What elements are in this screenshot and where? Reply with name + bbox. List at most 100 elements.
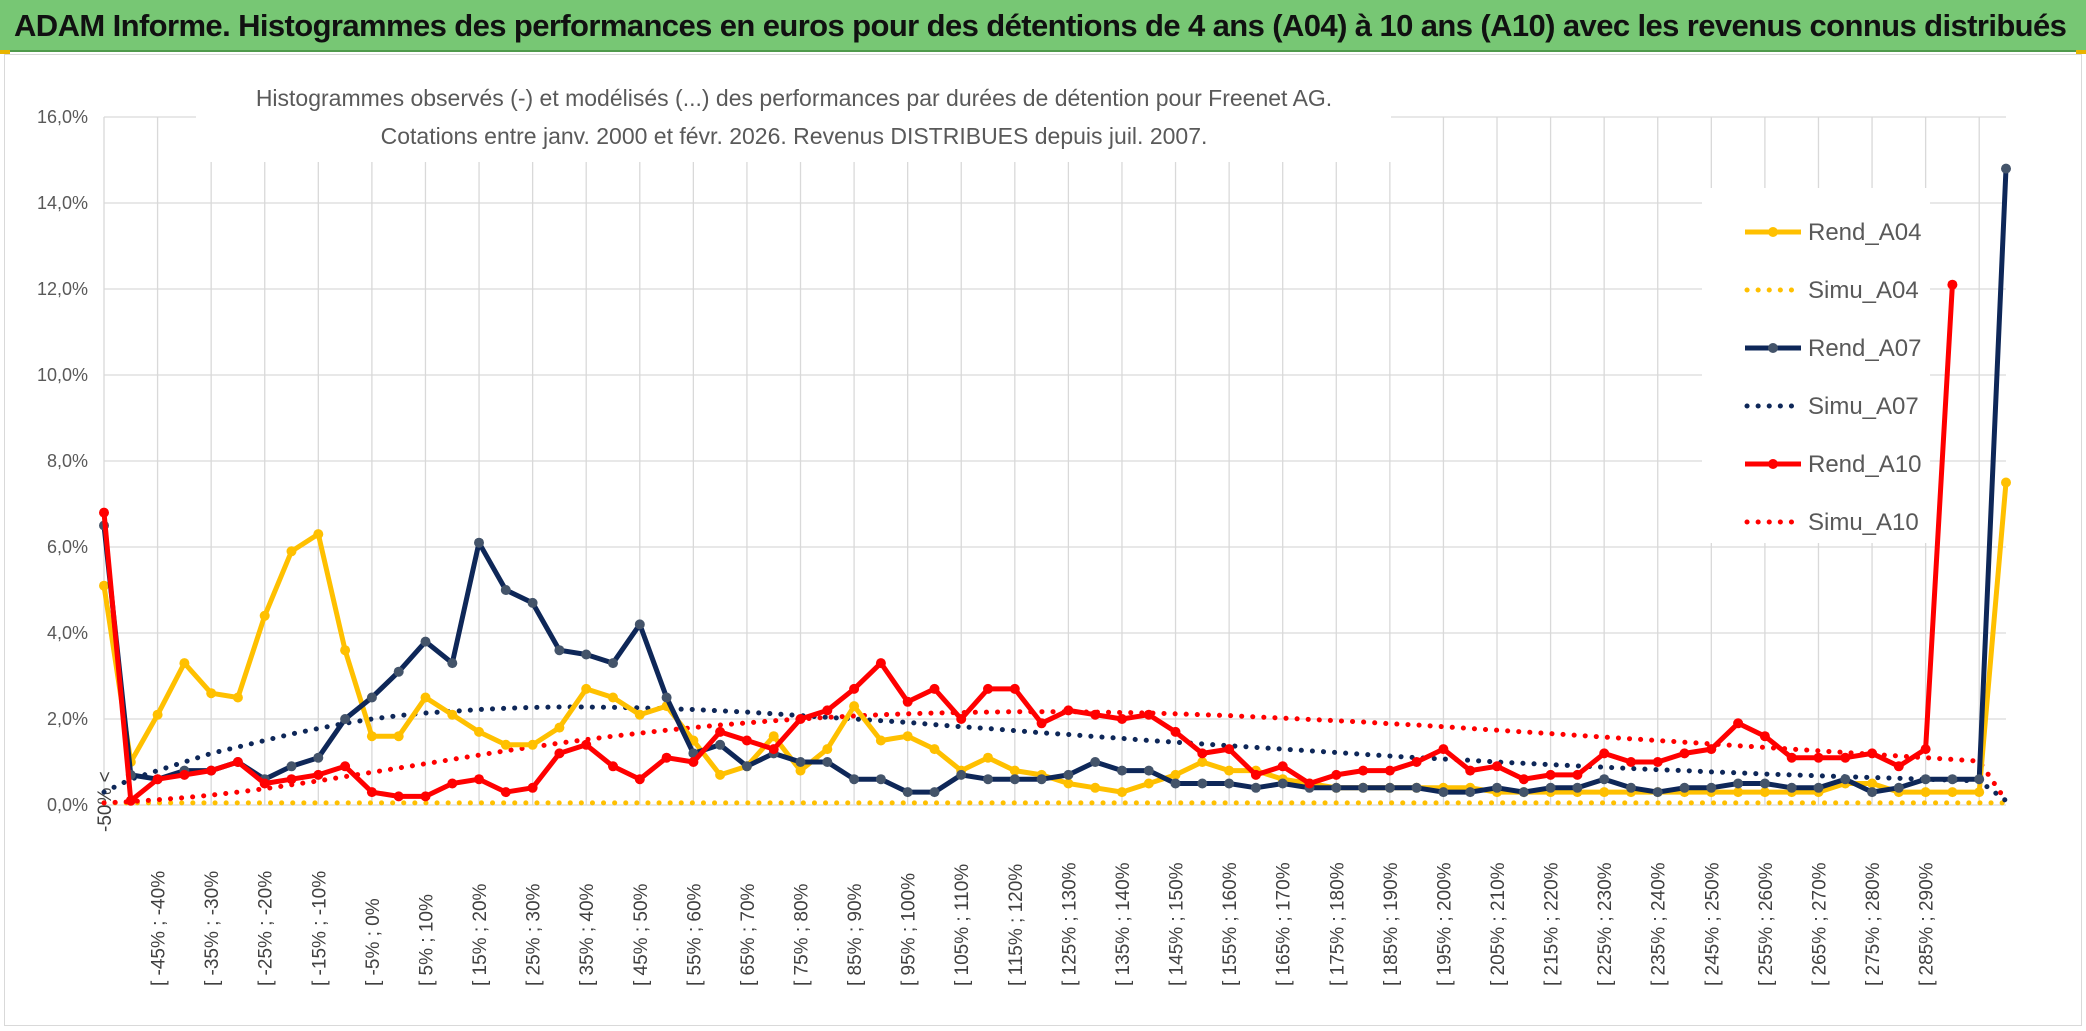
x-tick-label: [ 235% ; 240% [1649,862,1670,986]
data-point-rend-a07 [608,658,618,669]
data-point-rend-a04 [206,688,217,699]
x-tick-label: [ 15% ; 20% [470,883,491,986]
data-point-rend-a07 [929,787,940,798]
data-point-rend-a07 [1599,774,1610,785]
data-point-rend-a07 [1331,782,1342,793]
data-point-rend-a10 [259,778,270,789]
x-tick-label: [ 195% ; 200% [1434,862,1455,986]
data-point-rend-a10 [1036,718,1047,729]
data-point-rend-a04 [1197,757,1208,767]
data-point-rend-a04 [581,683,592,694]
x-tick-label: [ -45% ; -40% [149,871,170,986]
data-point-rend-a07 [1250,782,1261,793]
data-point-rend-a07 [1224,778,1235,789]
chart-frame [4,54,2082,1026]
data-point-rend-a07 [554,645,565,656]
x-tick-label: [ -5% ; 0% [363,898,384,986]
chart-title-background [196,76,1391,162]
data-point-rend-a04 [715,769,726,780]
data-point-rend-a10 [1143,709,1154,720]
legend-marker [1768,459,1778,469]
data-point-rend-a07 [2001,163,2011,174]
data-point-rend-a04 [1117,787,1127,798]
data-point-rend-a07 [366,692,377,703]
x-tick-label: [ -25% ; -20% [256,871,277,986]
data-point-rend-a04 [1224,765,1235,776]
x-tick-label: [ 95% ; 100% [899,873,920,986]
data-point-rend-a10 [313,769,324,780]
data-point-rend-a07 [1733,778,1744,789]
data-point-rend-a10 [366,787,377,798]
data-point-rend-a10 [1224,744,1235,755]
data-point-rend-a07 [1090,757,1101,767]
grid-layer [103,116,2006,806]
data-point-rend-a07 [875,774,886,785]
data-point-rend-a10 [1384,765,1395,776]
legend: Rend_A04 Simu_A04 Rend_A07 Simu_A07 Rend_A10… [1702,188,1930,543]
x-tick-label: [ 255% ; 260% [1756,862,1777,986]
data-point-rend-a07 [447,658,458,669]
data-point-rend-a04 [286,546,297,557]
data-point-rend-a07 [1518,787,1529,798]
data-point-rend-a04 [500,739,511,750]
data-point-rend-a07 [1438,787,1449,798]
data-point-rend-a10 [1331,769,1342,780]
x-tick-label: [ 85% ; 90% [845,883,866,986]
data-point-rend-a10 [554,748,565,759]
data-point-rend-a04 [152,709,163,720]
data-point-rend-a04 [849,701,860,712]
data-point-rend-a07 [500,585,511,595]
y-tick-label: 2,0% [47,709,88,729]
data-point-rend-a07 [1652,787,1663,798]
x-tick-label: [ 265% ; 270% [1809,862,1830,986]
data-point-rend-a10 [1679,748,1690,759]
data-point-rend-a10 [741,735,752,746]
data-point-rend-a10 [1920,744,1931,755]
data-point-rend-a10 [1090,709,1101,720]
x-tick-label: [ 125% ; 130% [1059,862,1080,986]
data-point-rend-a07 [1626,782,1636,793]
data-point-rend-a04 [366,731,377,742]
legend-marker [1768,343,1778,353]
data-point-rend-a07 [1063,769,1074,780]
data-point-rend-a07 [1036,774,1047,785]
data-point-rend-a04 [1063,778,1074,789]
data-point-rend-a04 [1867,778,1878,789]
data-point-rend-a04 [340,645,351,656]
data-point-rend-a10 [1411,757,1422,767]
data-point-rend-a04 [1599,787,1610,798]
data-point-rend-a07 [420,636,431,647]
data-point-rend-a10 [1759,731,1770,742]
data-point-rend-a07 [661,692,672,703]
data-point-rend-a07 [1277,778,1288,789]
legend-marker [1768,227,1778,237]
data-point-rend-a10 [795,714,806,724]
data-point-rend-a07 [1947,774,1958,785]
data-point-rend-a10 [1706,744,1717,755]
legend-label: Simu_A07 [1808,393,1919,420]
x-tick-label: [ 165% ; 170% [1274,862,1295,986]
data-point-rend-a10 [420,791,431,802]
corner-mark-left [0,50,10,54]
data-point-rend-a10 [1813,752,1824,763]
x-tick-label: [ 215% ; 220% [1542,862,1563,986]
data-point-rend-a10 [875,658,886,669]
data-point-rend-a10 [447,778,458,789]
x-tick-label: [ 285% ; 290% [1917,862,1938,986]
data-point-rend-a10 [1572,769,1583,780]
data-point-rend-a04 [608,692,618,703]
data-point-rend-a10 [902,696,913,707]
data-point-rend-a10 [1840,752,1851,763]
data-point-rend-a07 [983,774,993,785]
data-point-rend-a10 [1733,718,1744,729]
y-tick-label: 16,0% [37,107,88,127]
corner-mark-right [2076,50,2086,54]
data-point-rend-a10 [1170,726,1181,737]
legend-background [1702,188,1930,543]
data-point-rend-a04 [232,692,243,703]
data-point-rend-a04 [902,731,913,742]
data-point-rend-a10 [822,705,833,716]
data-point-rend-a10 [1492,761,1502,772]
data-point-rend-a04 [1920,787,1931,798]
